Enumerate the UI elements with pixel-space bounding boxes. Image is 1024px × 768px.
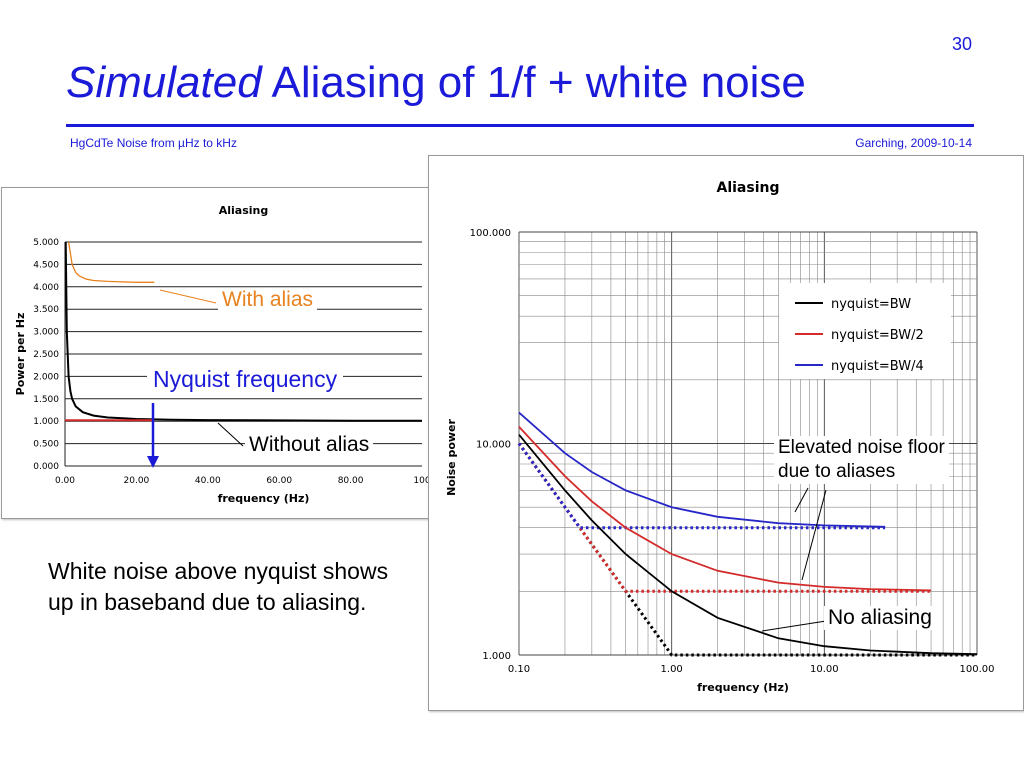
left-y-tick-label: 1.500 (33, 395, 59, 405)
page-number: 30 (951, 34, 972, 54)
with-alias-callout: With alias (218, 288, 318, 312)
left-y-tick-label: 3.000 (33, 328, 59, 338)
left-y-tick-label: 3.500 (33, 305, 59, 315)
without-alias-callout: Without alias (245, 433, 374, 457)
no-aliasing-callout: No aliasing (824, 606, 936, 630)
right-legend-label: nyquist=BW/4 (831, 359, 924, 374)
left-x-tick-label: 40.00 (195, 476, 221, 486)
nyquist-frequency-callout: Nyquist frequency (147, 366, 344, 393)
elevated-callout-line2: due to aliases (778, 461, 896, 482)
footer-date: Garching, 2009-10-14 (855, 136, 972, 150)
left-x-axis-label: frequency (Hz) (218, 492, 310, 505)
left-x-tick-label: 100 (413, 476, 430, 486)
right-chart-title: Aliasing (717, 180, 780, 196)
left-chart-title: Aliasing (219, 204, 269, 217)
elevated-callout-line1: Elevated noise floor (778, 437, 945, 458)
right-y-axis-label: Noise power (445, 419, 458, 496)
footer-left: HgCdTe Noise from µHz to kHz (70, 136, 237, 150)
right-x-tick-label: 1.00 (661, 664, 683, 675)
left-y-tick-label: 0.000 (33, 462, 59, 472)
left-y-tick-label: 4.000 (33, 283, 59, 293)
right-y-tick-label: 100.000 (470, 228, 511, 239)
right-series-line-2 (518, 426, 932, 592)
right-y-tick-label: 10.000 (476, 440, 511, 451)
left-series-with-alias (67, 241, 155, 283)
right-y-tick-label: 1.000 (482, 651, 511, 662)
left-y-tick-label: 4.500 (33, 260, 59, 270)
right-legend-label: nyquist=BW (831, 297, 911, 312)
right-x-tick-label: 10.00 (810, 664, 839, 675)
title-rule (66, 124, 974, 127)
left-y-tick-label: 5.000 (33, 238, 59, 248)
right-series-no-alias-floor-bw (517, 442, 977, 657)
left-x-tick-label: 0.00 (55, 476, 75, 486)
right-x-axis-label: frequency (Hz) (697, 681, 789, 694)
left-y-tick-label: 2.000 (33, 372, 59, 382)
right-series-no-alias-floor-bw4 (517, 442, 886, 530)
left-aliasing-chart: Aliasing 0.000 0.500 1.000 1.500 2.000 2.500 3.… (1, 187, 435, 519)
right-x-tick-label: 0.10 (508, 664, 530, 675)
left-x-tick-label: 60.00 (266, 476, 292, 486)
left-y-tick-label: 1.000 (33, 417, 59, 427)
right-x-tick-label: 100.00 (960, 664, 995, 675)
left-y-axis-label: Power per Hz (14, 313, 27, 396)
elevated-noise-floor-callout: Elevated noise floor due to aliases (774, 436, 949, 484)
left-x-tick-label: 20.00 (124, 476, 150, 486)
slide-title-emphasis: Simulated (66, 58, 262, 107)
left-x-tick-label: 80.00 (338, 476, 364, 486)
right-series-line-1 (518, 434, 978, 655)
body-text: White noise above nyquist shows up in ba… (48, 558, 389, 615)
slide-title-rest: Aliasing of 1/f + white noise (271, 58, 806, 107)
left-y-tick-label: 2.500 (33, 350, 59, 360)
left-y-tick-label: 0.500 (33, 440, 59, 450)
left-series-without-alias (64, 241, 423, 422)
slide-title: Simulated Aliasing of 1/f + white noise (66, 58, 806, 108)
right-aliasing-chart: Aliasing 0.10 1.00 10.00 100.00 1.000 10.000 10… (428, 155, 1024, 711)
right-legend-label: nyquist=BW/2 (831, 328, 924, 343)
left-chart-svg: Aliasing 0.000 0.500 1.000 1.500 2.000 2.500 3.… (14, 204, 431, 505)
right-legend-box (779, 283, 951, 379)
